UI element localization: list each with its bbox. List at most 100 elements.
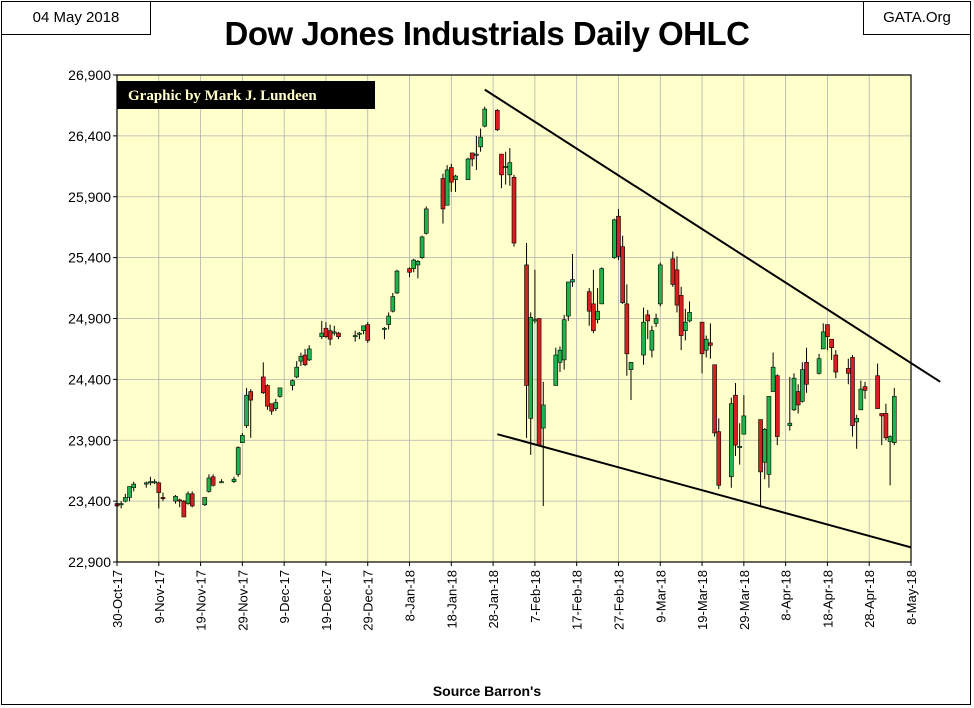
candle-body [712, 364, 717, 434]
candle-body [833, 354, 839, 373]
candles [114, 106, 897, 518]
candle [611, 218, 617, 259]
candle-body [645, 314, 651, 322]
candle-body [240, 435, 245, 443]
candle [260, 362, 266, 394]
candle-body [269, 403, 274, 412]
candle-body [683, 321, 688, 331]
candle-body [599, 268, 605, 305]
candle-body [729, 403, 734, 478]
candle [423, 206, 429, 235]
candle-body [382, 327, 387, 330]
candle-body [419, 236, 425, 258]
candle-body [850, 357, 855, 426]
candle [641, 307, 646, 365]
candle-body [143, 482, 149, 485]
candle [336, 331, 341, 340]
candle-body [177, 499, 182, 502]
candle-body [795, 391, 801, 406]
candle-body [131, 483, 137, 489]
candle-body [758, 419, 763, 473]
candle-body [306, 348, 312, 361]
candle-body [883, 413, 889, 439]
candle-body [290, 380, 295, 386]
candle [449, 163, 454, 192]
candle [678, 286, 684, 351]
candle [645, 309, 651, 340]
candle [716, 418, 722, 489]
candle-body [536, 318, 542, 446]
candle-body [846, 368, 851, 374]
candle [415, 260, 421, 279]
candle [566, 281, 571, 321]
candle-body [862, 386, 868, 391]
candle [465, 157, 471, 181]
candle [386, 312, 391, 330]
candle [231, 476, 237, 483]
candle [219, 479, 224, 484]
candle [804, 347, 809, 393]
x-tick-label: 30-Oct-17 [110, 570, 125, 628]
candle-body [336, 332, 341, 338]
y-tick-label: 24,400 [68, 371, 111, 387]
candle [469, 152, 475, 167]
candle-body [657, 264, 663, 305]
candle-body [231, 478, 237, 482]
trendline [484, 88, 941, 383]
candle-body [127, 486, 132, 498]
candle [883, 403, 889, 441]
candle-body [469, 152, 475, 160]
candle-body [611, 219, 617, 258]
candle [382, 327, 387, 340]
x-tick-label: 9-Nov-17 [152, 570, 167, 623]
candle-body [716, 431, 722, 486]
candle [265, 384, 270, 410]
candle [712, 364, 717, 437]
candle-body [202, 497, 208, 506]
candle-body [444, 169, 450, 206]
candle-body [277, 387, 283, 397]
candle [123, 493, 128, 503]
candle-body [411, 259, 417, 269]
x-tick-label: 8-Jan-18 [403, 570, 418, 621]
candle-body [361, 325, 366, 331]
candle [536, 318, 542, 446]
candle [327, 324, 333, 346]
source-label: Source Barron's [432, 683, 542, 699]
candle-body [825, 324, 830, 338]
y-tick-label: 26,400 [68, 128, 111, 144]
candle-body [524, 264, 529, 386]
candle-body [708, 342, 713, 346]
trendline [497, 433, 912, 549]
candle [570, 253, 575, 287]
y-tick-label: 22,900 [68, 554, 111, 570]
candle-body [298, 355, 304, 362]
candle [394, 269, 400, 295]
x-tick-label: 17-Feb-18 [570, 570, 585, 630]
candle-body [770, 366, 776, 392]
candle-body [407, 268, 412, 273]
candle [854, 414, 859, 449]
candle-body [210, 476, 216, 486]
y-tick-label: 24,900 [68, 311, 111, 327]
y-tick-label: 23,900 [68, 432, 111, 448]
y-tick-label: 25,400 [68, 250, 111, 266]
x-tick-label: 28-Apr-18 [862, 570, 877, 628]
candle [858, 380, 864, 411]
candle-body [319, 332, 325, 338]
candle-body [365, 324, 371, 341]
candle [620, 235, 625, 304]
candle-body [156, 482, 162, 493]
candle [708, 323, 713, 359]
candle [152, 479, 157, 485]
candle [332, 325, 337, 336]
candle-body [386, 315, 391, 325]
candle [657, 262, 663, 307]
candle [143, 481, 149, 488]
candle-body [737, 446, 742, 448]
candle [850, 355, 855, 437]
candle [210, 474, 216, 487]
candle-body [248, 391, 254, 401]
x-tick-label: 18-Apr-18 [820, 570, 835, 628]
candle [733, 383, 738, 457]
